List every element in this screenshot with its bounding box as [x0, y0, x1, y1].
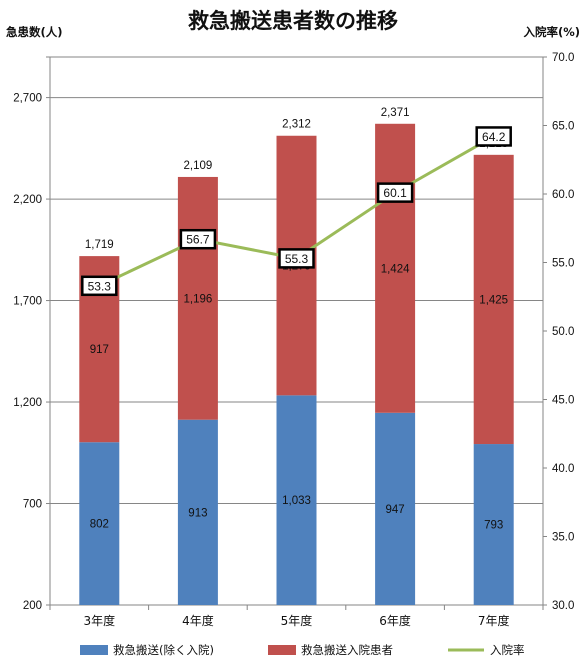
bar-data-label: 917 — [90, 344, 109, 356]
right-tick-label: 40.0 — [552, 463, 574, 475]
right-axis-title: 入院率(%) — [523, 25, 580, 39]
bar-blue — [79, 442, 120, 605]
x-tick-label: 6年度 — [379, 613, 411, 628]
legend-label: 救急搬送入院患者 — [301, 643, 393, 657]
bar-total-label: 2,312 — [282, 119, 311, 131]
legend-swatch-red — [268, 645, 296, 655]
left-tick-label: 2,700 — [13, 93, 42, 105]
bar-data-label: 793 — [484, 520, 503, 532]
rate-label: 56.7 — [186, 233, 210, 247]
left-tick-label: 1,200 — [13, 397, 42, 409]
legend-label: 入院率 — [490, 643, 525, 657]
right-tick-label: 65.0 — [552, 121, 574, 133]
legend-swatch-blue — [80, 645, 108, 655]
x-tick-label: 4年度 — [182, 613, 214, 628]
right-tick-label: 50.0 — [552, 326, 574, 338]
x-tick-label: 5年度 — [281, 613, 313, 628]
bar-blue — [375, 412, 416, 605]
left-tick-label: 700 — [23, 499, 42, 511]
right-tick-label: 45.0 — [552, 395, 574, 407]
bar-data-label: 913 — [188, 507, 207, 519]
plot-area: 200 700 1,200 1,700 2,200 2,700 30.0 35.0 40.0 45… — [13, 52, 574, 628]
bar-red — [177, 176, 218, 420]
bar-blue — [276, 395, 317, 605]
bar-data-label: 802 — [90, 519, 109, 531]
right-tick-label: 30.0 — [552, 600, 574, 612]
bar-data-label: 1,424 — [381, 263, 410, 275]
rate-label-box — [278, 248, 315, 269]
bar-data-label: 1,196 — [184, 293, 213, 305]
x-tick-label: 3年度 — [83, 613, 115, 628]
bar-data-label: 947 — [386, 504, 405, 516]
left-axis-title: 急患数(人) — [6, 25, 63, 39]
bar-total-label: 2,109 — [184, 160, 213, 172]
right-tick-label: 55.0 — [552, 258, 574, 270]
bar-red — [375, 123, 416, 413]
x-tick-label: 7年度 — [478, 613, 510, 628]
bar-red — [473, 154, 514, 445]
left-tick-label: 2,200 — [13, 194, 42, 206]
bar-data-label: 1,033 — [282, 495, 311, 507]
rate-label: 64.2 — [482, 130, 506, 144]
bar-blue — [177, 419, 218, 605]
rate-label-box — [376, 182, 414, 203]
rate-label-box — [179, 228, 217, 250]
rate-label: 55.3 — [285, 252, 309, 266]
rate-label-box — [475, 126, 512, 147]
rate-label: 53.3 — [88, 279, 112, 293]
rate-label-box — [81, 275, 118, 297]
bar-data-label: 1,425 — [479, 294, 508, 306]
right-tick-label: 70.0 — [552, 52, 574, 64]
left-tick-label: 200 — [23, 600, 42, 612]
legend-label: 救急搬送(除く入院) — [113, 643, 214, 657]
rate-label: 60.1 — [383, 186, 407, 200]
legend: 救急搬送(除く入院) 救急搬送入院患者 入院率 — [80, 643, 525, 657]
right-tick-label: 35.0 — [552, 532, 574, 544]
bar-total-label: 1,719 — [85, 239, 114, 251]
bar-blue — [473, 444, 514, 605]
left-tick-label: 1,700 — [13, 296, 42, 308]
bar-total-label: 2,371 — [381, 107, 410, 119]
right-tick-label: 60.0 — [552, 189, 574, 201]
chart-title: 救急搬送患者数の推移 — [188, 9, 398, 33]
